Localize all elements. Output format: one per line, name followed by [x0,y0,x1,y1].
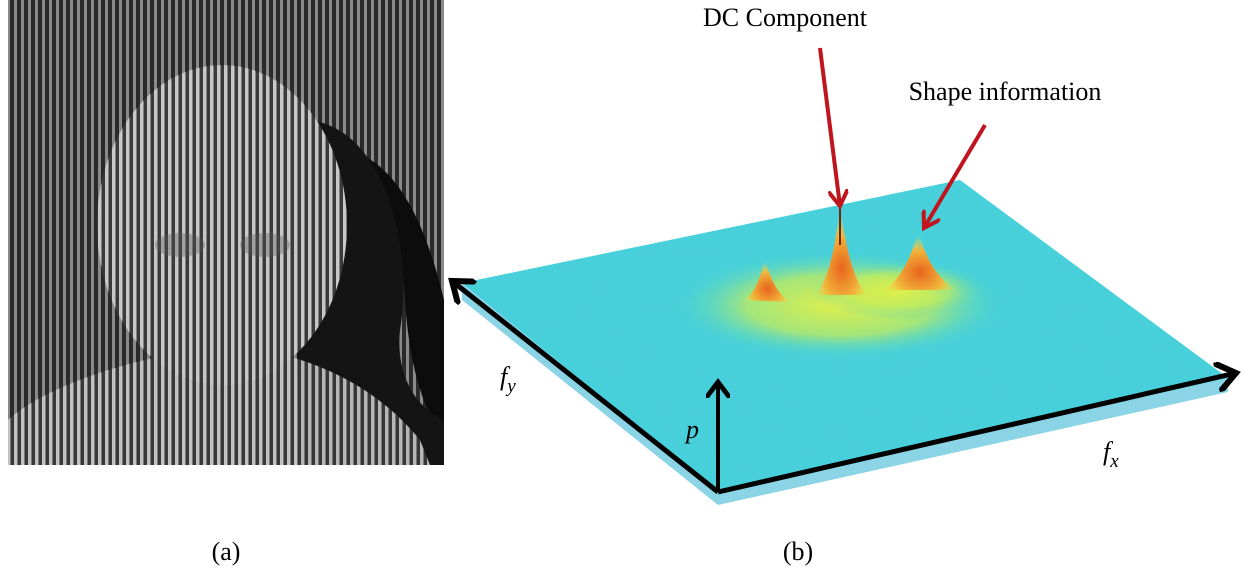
axis-label: p [684,415,699,444]
annotation: Shape information [909,77,1102,106]
fy-axis [452,281,720,494]
axis-label-base: f [500,362,511,391]
eye [240,233,290,257]
panel-label: (b) [783,537,813,566]
axis-label-base: f [1103,437,1114,466]
spectrum-peak [885,230,955,290]
annotation-arrow [924,123,987,228]
axis-label: fx [1103,437,1119,472]
neck [180,330,260,370]
surface-edge [462,283,1228,505]
shoulders [8,350,430,465]
fx-axis [717,373,1236,495]
axis-label: fy [500,362,516,397]
shadow [300,146,444,440]
annotation: DC Component [703,3,868,32]
axis-label-sub: x [1109,451,1119,472]
spectrum-peak [745,258,790,302]
eye [155,233,205,257]
spectrum-panel: DC Component Shape information fy p fx [452,3,1236,505]
panel-label: (a) [212,537,241,566]
photo-panel [8,0,444,466]
spectrum-peak [815,205,868,295]
axis-label-sub: y [505,376,516,397]
head [97,65,347,385]
annotation-arrow [818,47,840,206]
